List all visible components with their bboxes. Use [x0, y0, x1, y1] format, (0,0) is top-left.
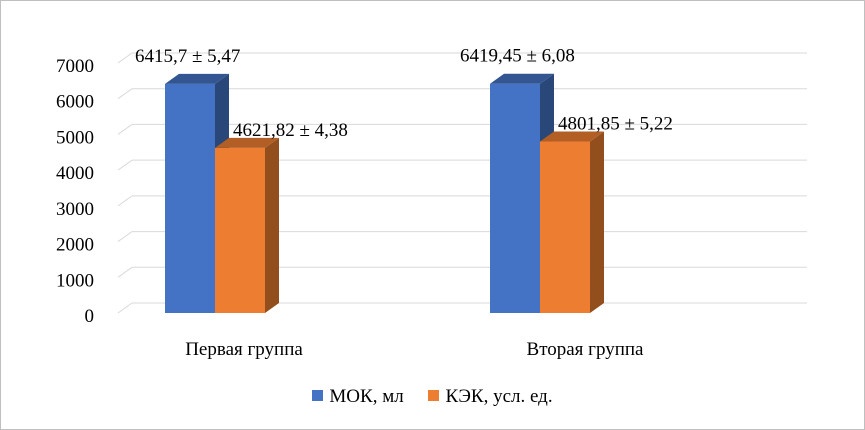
data-label: 6419,45 ± 6,08	[460, 46, 575, 67]
bar-top	[540, 131, 604, 142]
legend-label-kek: КЭК, усл. ед.	[445, 386, 553, 407]
legend-item-kek: КЭК, усл. ед.	[428, 386, 553, 408]
gridline-slant	[117, 302, 133, 314]
y-tick-label: 4000	[56, 163, 94, 184]
bar	[215, 147, 265, 313]
gridline-slant	[117, 88, 133, 100]
y-tick-label: 7000	[56, 56, 94, 77]
bar-side	[590, 131, 604, 313]
y-tick-label: 6000	[56, 92, 94, 113]
gridline-slant	[117, 195, 133, 207]
bar-side	[265, 137, 279, 313]
bar-top	[490, 73, 554, 84]
y-tick-label: 5000	[56, 127, 94, 148]
legend-item-mok: МОК, мл	[312, 386, 404, 408]
data-label: 4801,85 ± 5,22	[558, 114, 673, 135]
bar-top	[165, 73, 229, 84]
x-category-label: Первая группа	[185, 339, 303, 360]
bar	[490, 83, 540, 314]
legend-label-mok: МОК, мл	[329, 386, 404, 407]
bar-chart: 0 1000 2000 3000 4000 5000 6000 7000 6415,7 ± 5,…	[56, 46, 807, 360]
legend-swatch-mok	[312, 390, 324, 401]
y-tick-label: 3000	[56, 199, 94, 220]
gridline-slant	[117, 52, 133, 64]
y-tick-label: 2000	[56, 235, 94, 256]
data-label: 4621,82 ± 4,38	[233, 120, 348, 141]
gridline-slant	[117, 231, 133, 242]
gridline-slant	[117, 124, 133, 135]
legend: МОК, мл КЭК, усл. ед.	[0, 386, 865, 408]
legend-swatch-kek	[428, 390, 440, 401]
y-tick-label: 0	[85, 306, 95, 327]
bar	[165, 83, 215, 313]
y-tick-label: 1000	[56, 270, 94, 291]
bar-top	[215, 137, 279, 148]
gridline-slant	[117, 159, 133, 171]
gridline-slant	[117, 266, 133, 278]
x-category-label: Вторая группа	[527, 339, 645, 360]
data-label: 6415,7 ± 5,47	[135, 46, 240, 67]
bar	[540, 141, 590, 313]
